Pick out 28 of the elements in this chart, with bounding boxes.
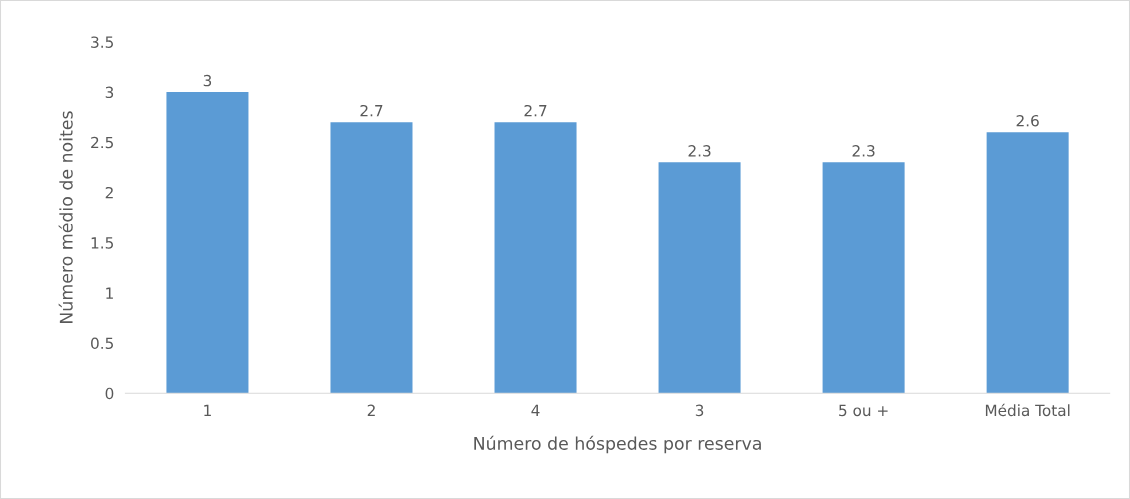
data-label: 2.7 <box>360 104 383 117</box>
data-label: 3 <box>203 74 212 87</box>
bar <box>494 122 577 394</box>
x-tick-label: 1 <box>204 404 211 416</box>
data-label: 2.7 <box>524 104 547 117</box>
x-tick-label: Média Total <box>985 403 1070 417</box>
bar <box>330 122 413 394</box>
x-tick-label: 2 <box>367 404 375 416</box>
bar <box>822 162 905 394</box>
y-tick-label: 1.5 <box>91 237 113 249</box>
x-tick-label: 5 ou + <box>839 404 888 417</box>
data-label: 2.3 <box>688 145 711 157</box>
data-label: 2.6 <box>1016 114 1039 127</box>
x-tick-label: 4 <box>531 404 540 416</box>
bar <box>986 132 1069 394</box>
y-tick-label: 2 <box>105 186 113 199</box>
y-tick-label: 2.5 <box>91 136 113 149</box>
y-tick-label: 3.5 <box>91 36 113 48</box>
bar <box>166 92 249 394</box>
y-tick-label: 0.5 <box>91 337 113 350</box>
y-axis-title: Número médio de noites <box>58 111 73 323</box>
bar <box>658 162 741 394</box>
y-tick-label: 0 <box>105 387 114 400</box>
y-tick-label: 3 <box>105 86 114 99</box>
y-tick-label: 1 <box>106 287 113 299</box>
x-axis-title: Número de hóspedes por reserva <box>474 435 761 454</box>
x-tick-label: 3 <box>695 404 704 417</box>
data-label: 2.3 <box>852 145 875 157</box>
